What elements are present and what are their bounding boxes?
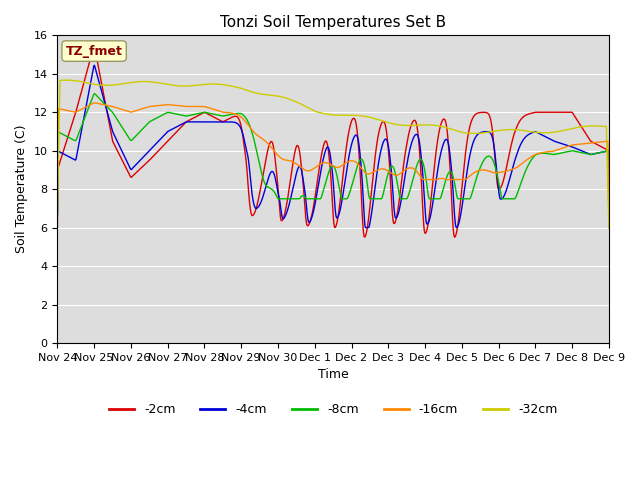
- Text: TZ_fmet: TZ_fmet: [66, 45, 122, 58]
- Title: Tonzi Soil Temperatures Set B: Tonzi Soil Temperatures Set B: [220, 15, 446, 30]
- X-axis label: Time: Time: [318, 368, 349, 381]
- Legend: -2cm, -4cm, -8cm, -16cm, -32cm: -2cm, -4cm, -8cm, -16cm, -32cm: [104, 398, 563, 421]
- Y-axis label: Soil Temperature (C): Soil Temperature (C): [15, 125, 28, 253]
